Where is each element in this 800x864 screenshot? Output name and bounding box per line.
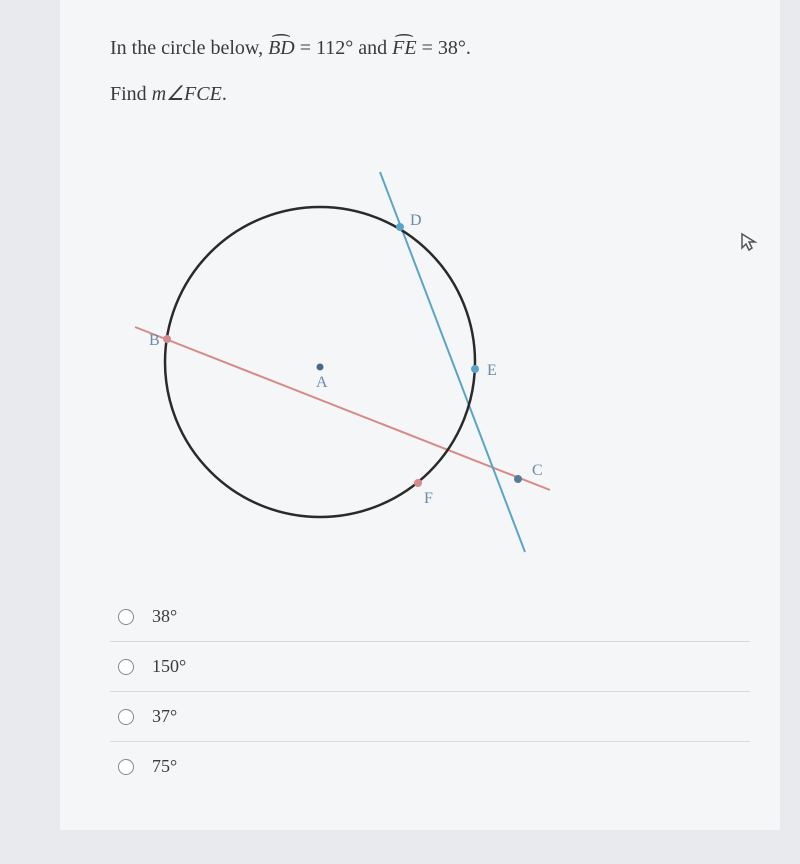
arc-bd: BD [268, 30, 295, 66]
answer-text: 38° [152, 606, 177, 627]
text-pre: In the circle below, [110, 37, 268, 59]
radio-icon [118, 759, 134, 775]
svg-text:D: D [410, 212, 422, 229]
find-pre: Find [110, 83, 152, 105]
svg-text:E: E [487, 362, 497, 379]
question-panel: In the circle below, BD = 112° and FE = … [60, 0, 780, 830]
answer-list: 38° 150° 37° 75° [110, 592, 750, 791]
svg-text:C: C [532, 462, 543, 479]
find-post: . [222, 83, 227, 105]
radio-icon [118, 659, 134, 675]
svg-text:A: A [316, 374, 328, 391]
answer-text: 150° [152, 656, 186, 677]
svg-text:B: B [149, 332, 160, 349]
eq1: = 112° and [300, 37, 392, 59]
answer-option[interactable]: 150° [110, 642, 750, 692]
diagram-svg: A B D E F C [90, 132, 590, 572]
answer-text: 75° [152, 756, 177, 777]
answer-text: 37° [152, 706, 177, 727]
radio-icon [118, 609, 134, 625]
svg-text:F: F [424, 490, 433, 507]
question-line-2: Find m∠FCE. [110, 76, 750, 112]
question-line-1: In the circle below, BD = 112° and FE = … [110, 30, 750, 66]
angle-var: m∠FCE [152, 83, 222, 105]
eq2: = 38°. [422, 37, 471, 59]
answer-option[interactable]: 38° [110, 592, 750, 642]
arc-fe: FE [392, 30, 416, 66]
answer-option[interactable]: 75° [110, 742, 750, 791]
answer-option[interactable]: 37° [110, 692, 750, 742]
radio-icon [118, 709, 134, 725]
cursor-icon [738, 230, 760, 258]
diagram: A B D E F C [90, 132, 590, 572]
